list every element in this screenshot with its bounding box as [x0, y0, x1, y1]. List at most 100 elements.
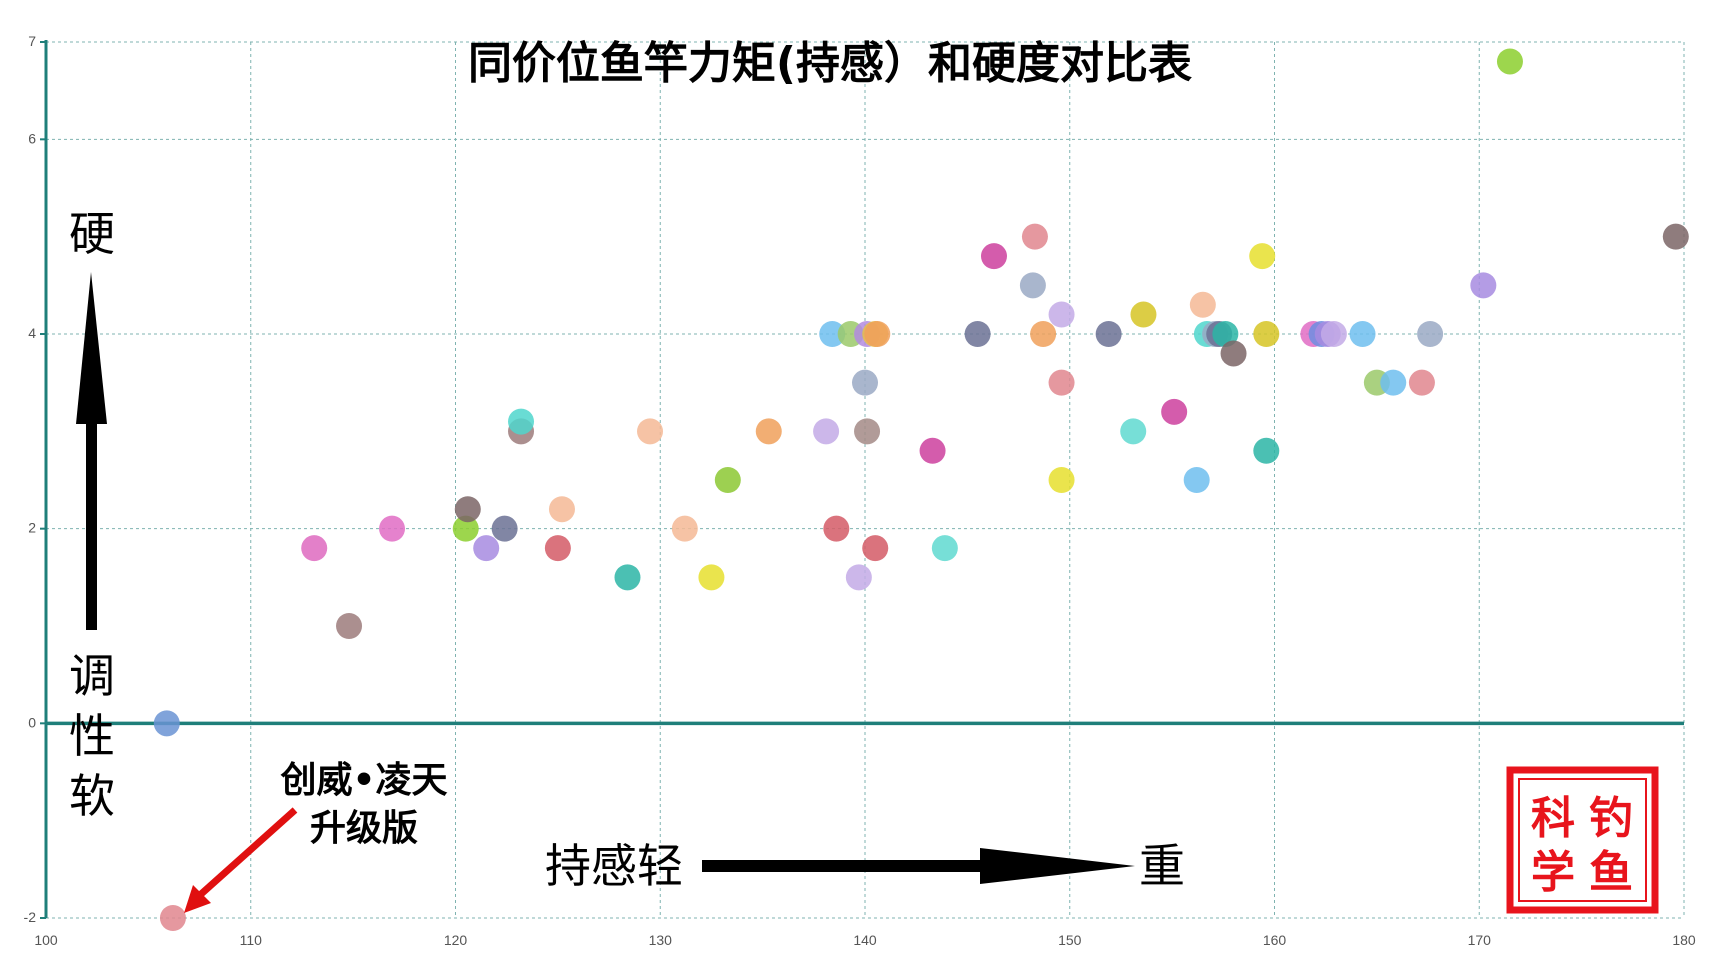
seal-char-2: 钓 [1589, 793, 1633, 844]
data-point [864, 321, 891, 347]
seal-border-inner [1518, 778, 1647, 902]
data-point [301, 535, 328, 562]
seal-char-4: 鱼 [1589, 847, 1633, 898]
chart-title: 同价位鱼竿力矩(持感）和硬度对比表 [468, 38, 1192, 89]
data-point [1253, 321, 1280, 347]
data-point [823, 515, 850, 542]
axes [40, 40, 1684, 919]
data-point [813, 418, 840, 445]
x-tick-label: 120 [444, 932, 468, 948]
data-point [153, 710, 180, 737]
data-point [544, 535, 571, 562]
y-tick-label: -2 [24, 909, 37, 925]
data-point [1048, 301, 1075, 328]
data-point [1220, 340, 1247, 367]
data-point [1161, 398, 1188, 425]
data-point [919, 437, 946, 464]
data-point [1120, 418, 1147, 445]
data-point [1417, 321, 1444, 347]
data-point [452, 515, 479, 542]
data-point [1048, 369, 1075, 396]
x-annotation-left: 持感轻 [545, 839, 683, 893]
data-point [159, 905, 186, 931]
data-point [671, 515, 698, 542]
data-point [379, 515, 406, 542]
data-point [755, 418, 782, 445]
y-tick-label: 2 [28, 520, 36, 536]
y-annotation-bottom-3: 软 [69, 769, 115, 823]
data-point [473, 535, 500, 562]
data-point [1380, 369, 1407, 396]
data-point [980, 243, 1007, 270]
y-tick-label: 0 [28, 714, 36, 730]
tick-labels: 100 110 120 130 140 150 160 170 180 -2 0 2 4 6 7 [24, 33, 1696, 948]
x-tick-label: 100 [34, 932, 58, 948]
x-tick-label: 150 [1058, 932, 1082, 948]
data-point [1030, 321, 1057, 347]
data-point [819, 321, 846, 347]
y-annotation-top: 硬 [69, 207, 115, 261]
seal-logo: 科 钓 学 鱼 [1506, 766, 1659, 914]
data-point [1249, 243, 1276, 270]
seal-char-1: 科 [1531, 793, 1575, 844]
data-point [1095, 321, 1122, 347]
y-annotation: 硬 调 性 软 [69, 207, 115, 823]
y-tick-label: 7 [28, 33, 36, 49]
data-point [508, 408, 535, 435]
data-point [548, 496, 575, 523]
data-point [454, 496, 481, 523]
data-point [1662, 223, 1689, 250]
data-point [1496, 48, 1523, 75]
y-annotation-bottom-1: 调 [69, 649, 115, 703]
callout-line-2: 升级版 [310, 808, 418, 849]
data-point [1349, 321, 1376, 347]
y-arrow-head [76, 272, 107, 424]
callout: 创威•凌天 升级版 [184, 760, 448, 913]
data-point [1048, 467, 1075, 493]
x-tick-label: 130 [649, 932, 673, 948]
data-point [614, 564, 641, 591]
data-point [931, 535, 958, 562]
data-point [964, 321, 991, 347]
data-point [1253, 437, 1280, 464]
x-tick-label: 170 [1468, 932, 1492, 948]
x-arrow-head [980, 848, 1135, 884]
seal-border-outer [1506, 766, 1659, 914]
data-point [491, 515, 518, 542]
data-point [698, 564, 725, 591]
grid-lines [46, 41, 1685, 919]
data-point [1019, 272, 1046, 299]
data-point [1212, 321, 1239, 347]
data-point [845, 564, 872, 591]
x-arrow-shaft [702, 860, 1002, 872]
y-annotation-bottom-2: 性 [69, 709, 115, 763]
data-point [1470, 272, 1497, 299]
x-annotation: 持感轻 重 [545, 839, 1185, 893]
seal-char-3: 学 [1531, 847, 1575, 898]
data-point [1130, 301, 1157, 328]
data-point [854, 418, 881, 445]
data-point [1408, 369, 1435, 396]
y-tick-label: 6 [28, 130, 36, 146]
callout-line-1: 创威•凌天 [280, 760, 447, 801]
y-tick-label: 4 [28, 325, 36, 341]
data-point [714, 467, 741, 493]
data-point [1189, 291, 1216, 318]
callout-arrow-head [184, 885, 211, 913]
data-point [862, 535, 889, 562]
data-point [1183, 467, 1210, 493]
x-annotation-right: 重 [1139, 839, 1185, 893]
y-arrow-shaft [86, 410, 97, 630]
data-point [336, 613, 363, 639]
x-tick-label: 180 [1672, 932, 1696, 948]
data-point [637, 418, 664, 445]
x-tick-label: 140 [853, 932, 877, 948]
data-point [1021, 223, 1048, 250]
data-point [1320, 321, 1347, 347]
x-tick-label: 110 [240, 932, 263, 948]
data-point [852, 369, 878, 396]
callout-arrow-line [197, 807, 298, 898]
x-tick-label: 160 [1263, 932, 1287, 948]
data-points [153, 48, 1689, 931]
